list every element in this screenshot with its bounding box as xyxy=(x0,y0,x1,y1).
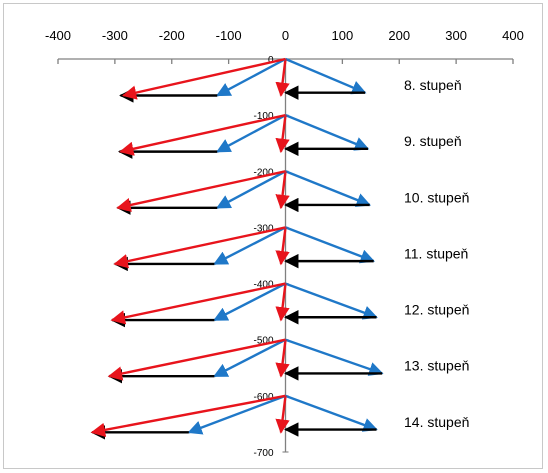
stage-group xyxy=(90,394,378,440)
vector-chart: -400 -300 -200 -100 0 100 200 300 400 0 -100 -200 -3… xyxy=(45,28,524,459)
stage-group xyxy=(119,57,367,103)
blue-vector-left xyxy=(215,57,287,97)
y-tick-label: -200 xyxy=(253,167,273,178)
blue-vector-left xyxy=(213,226,287,265)
stage-label: 13. stupeň xyxy=(404,358,469,374)
red-vector-short xyxy=(275,395,290,434)
chart-frame: -400 -300 -200 -100 0 100 200 300 400 0 -100 -200 -3… xyxy=(3,3,543,469)
y-tick-label: -700 xyxy=(253,448,273,459)
red-vector-long xyxy=(107,338,286,381)
blue-vector-left xyxy=(215,114,287,153)
x-tick-label: -300 xyxy=(102,28,128,43)
blue-vector-right xyxy=(285,226,376,264)
stage-label-layer: 8. stupeň 9. stupeň 10. stupeň 11. stupeň 12… xyxy=(404,77,469,430)
stage-group xyxy=(117,113,370,159)
x-tick-label: 0 xyxy=(282,28,289,43)
red-vector-long xyxy=(122,57,286,100)
red-vector-short xyxy=(275,339,290,378)
x-tick-label: 100 xyxy=(332,28,354,43)
x-tick-label: -100 xyxy=(216,28,242,43)
red-vector-long xyxy=(116,170,286,213)
axis-layer: -400 -300 -200 -100 0 100 200 300 400 0 -100 -200 -3… xyxy=(45,28,524,459)
stage-label: 11. stupeň xyxy=(404,245,468,261)
stage-label: 14. stupeň xyxy=(404,414,469,430)
x-tick-label: 300 xyxy=(445,28,467,43)
x-tick-label: 200 xyxy=(388,28,410,43)
red-vector-short xyxy=(275,283,290,322)
blue-vector-right xyxy=(285,282,378,320)
vector-layer xyxy=(90,57,384,440)
y-tick-label: -400 xyxy=(253,280,273,291)
stage-label: 8. stupeň xyxy=(404,77,462,93)
blue-vector-left xyxy=(187,394,286,435)
red-vector-short xyxy=(275,171,290,210)
x-tick-label: -400 xyxy=(45,28,71,43)
blue-vector-right xyxy=(285,57,367,95)
blue-vector-left xyxy=(213,282,287,322)
stage-label: 10. stupeň xyxy=(404,189,469,205)
blue-vector-left xyxy=(213,338,287,378)
blue-vector-right xyxy=(285,338,384,376)
stage-group xyxy=(113,226,376,272)
y-tick-label: 0 xyxy=(268,55,274,66)
red-vector-long xyxy=(119,113,286,156)
stage-label: 9. stupeň xyxy=(404,133,462,149)
stage-label: 12. stupeň xyxy=(404,302,469,318)
x-tick-label: 400 xyxy=(502,28,524,43)
y-tick-label: -500 xyxy=(253,336,273,347)
red-vector-long xyxy=(113,226,286,269)
blue-vector-right xyxy=(285,170,372,207)
y-tick-label: -300 xyxy=(253,223,273,234)
stage-group xyxy=(110,282,378,328)
red-vector-long xyxy=(90,394,286,438)
red-vector-short xyxy=(275,114,290,154)
blue-vector-right xyxy=(285,114,370,151)
x-tick-label: -200 xyxy=(159,28,185,43)
blue-vector-right xyxy=(285,394,378,432)
y-tick-label: -100 xyxy=(253,111,273,122)
red-vector-long xyxy=(110,282,286,325)
y-tick-label: -600 xyxy=(253,392,273,403)
stage-group xyxy=(107,338,384,384)
red-vector-short xyxy=(275,58,290,97)
red-vector-short xyxy=(275,227,290,266)
blue-vector-left xyxy=(215,170,287,209)
stage-group xyxy=(116,170,372,215)
